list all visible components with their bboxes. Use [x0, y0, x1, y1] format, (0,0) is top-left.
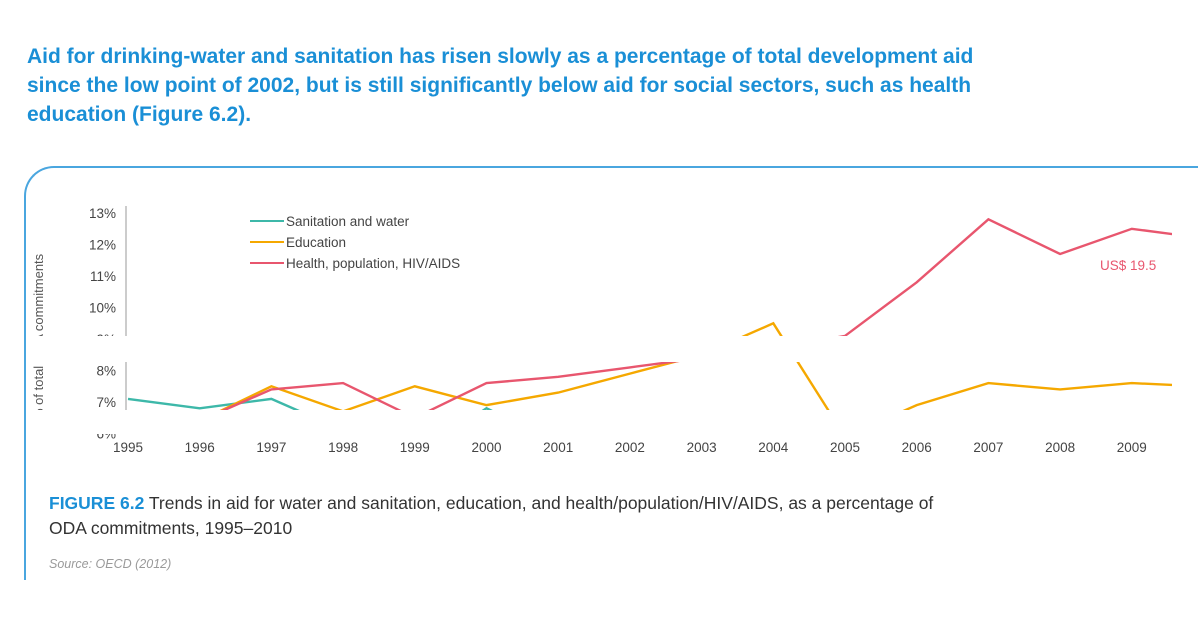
- scan-mask-band-1: [30, 336, 1198, 362]
- legend-entry: Sanitation and water: [286, 214, 410, 229]
- series-line-education: [170, 321, 1172, 430]
- x-tick-label: 1999: [400, 440, 430, 455]
- x-tick-label: 1998: [328, 440, 358, 455]
- x-tick-label: 2004: [758, 440, 789, 455]
- y-tick-label: 7%: [96, 395, 116, 410]
- y-tick-label: 10%: [89, 301, 116, 316]
- legend-entry: Health, population, HIV/AIDS: [286, 256, 460, 271]
- x-tick-label: 2000: [471, 440, 501, 455]
- figure-caption: FIGURE 6.2 Trends in aid for water and s…: [49, 491, 1179, 547]
- x-tick-label: 2001: [543, 440, 573, 455]
- intro-line-3: education (Figure 6.2).: [27, 103, 252, 126]
- x-tick-label: 2007: [973, 440, 1003, 455]
- legend-entry: Education: [286, 235, 346, 250]
- x-tick-label: 2005: [830, 440, 860, 455]
- source-note: Source: OECD (2012): [49, 557, 172, 571]
- x-tick-label: 1997: [256, 440, 286, 455]
- y-tick-label: 13%: [89, 206, 116, 221]
- y-tick-label: 12%: [89, 238, 116, 253]
- x-tick-label: 2009: [1117, 440, 1147, 455]
- x-tick-label: 2003: [687, 440, 717, 455]
- series-line-health-population-hiv-aids: [127, 217, 1172, 426]
- figure-frame: [24, 166, 1198, 580]
- intro-line-1: Aid for drinking-water and sanitation ha…: [27, 45, 974, 68]
- caption-text: Trends in aid for water and sanitation, …: [144, 493, 934, 513]
- intro-text: Aid for drinking-water and sanitation ha…: [27, 42, 1198, 138]
- caption-line-2: ODA commitments, 1995–2010: [49, 518, 293, 538]
- figure-label: FIGURE 6.2: [49, 493, 145, 513]
- y-tick-label: 11%: [90, 269, 116, 284]
- x-tick-label: 2008: [1045, 440, 1075, 455]
- y-tick-label: 8%: [96, 364, 116, 379]
- x-tick-label: 1995: [113, 440, 143, 455]
- x-tick-label: 1996: [185, 440, 215, 455]
- x-tick-label: 2002: [615, 440, 645, 455]
- scan-mask-band-2: [30, 410, 1198, 434]
- x-tick-label: 2006: [902, 440, 932, 455]
- annotation-label: US$ 19.5: [1100, 258, 1156, 273]
- intro-line-2: since the low point of 2002, but is stil…: [27, 74, 972, 97]
